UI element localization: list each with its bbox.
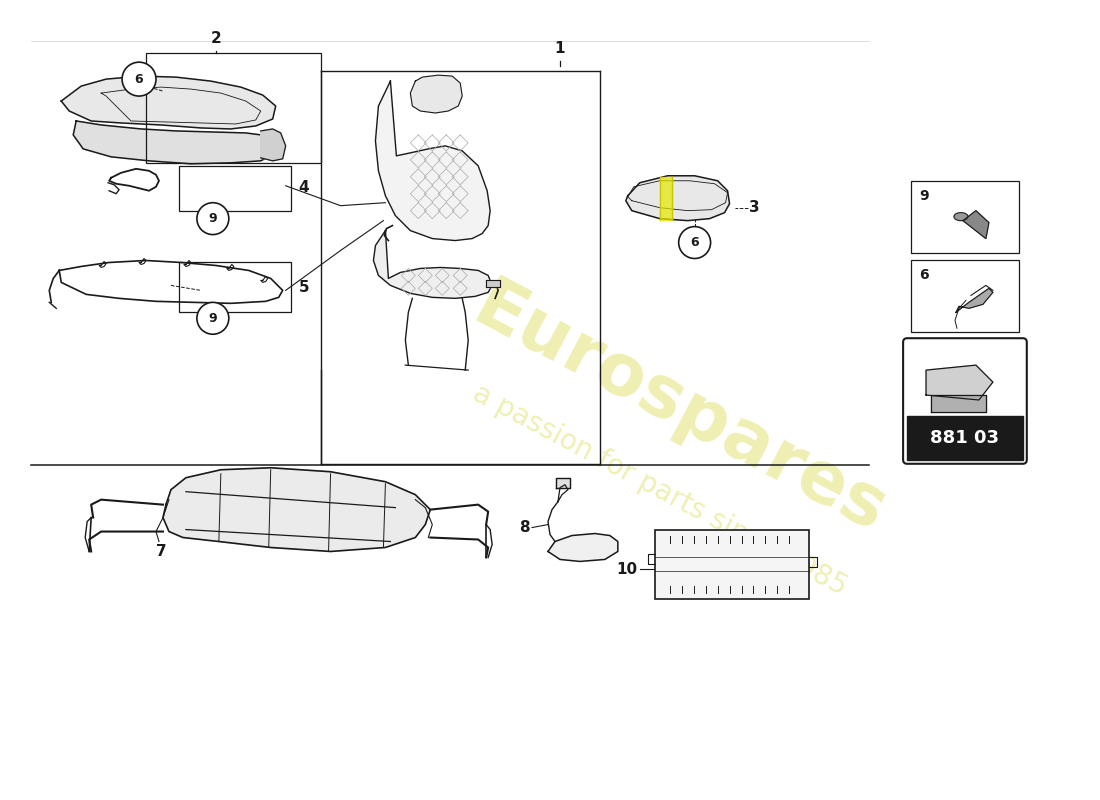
Polygon shape [660,177,672,220]
Text: 9: 9 [209,312,217,325]
Text: 6: 6 [134,73,143,86]
Bar [179,166,290,210]
Polygon shape [410,75,462,113]
Text: Eurospares: Eurospares [462,272,898,548]
Polygon shape [626,176,729,221]
Polygon shape [926,365,993,400]
Polygon shape [261,129,286,161]
Text: 5: 5 [298,280,309,295]
Polygon shape [931,395,986,412]
Bar [911,181,1019,253]
Bar [654,530,810,599]
Text: 1: 1 [554,41,565,56]
Polygon shape [74,121,276,164]
Polygon shape [962,210,989,238]
Text: 6: 6 [691,236,698,249]
Text: a passion for parts since 1985: a passion for parts since 1985 [468,379,851,601]
Text: 9: 9 [209,212,217,225]
Text: 7: 7 [156,544,166,559]
Circle shape [197,202,229,234]
Bar [179,262,290,312]
Text: 2: 2 [210,31,221,46]
Polygon shape [556,478,570,488]
Bar [146,54,320,163]
Text: 9: 9 [920,189,928,202]
Circle shape [679,226,711,258]
Text: 3: 3 [749,200,760,215]
Bar [908,416,1023,460]
Text: 6: 6 [920,269,928,282]
Polygon shape [62,76,276,129]
Polygon shape [956,288,993,312]
FancyBboxPatch shape [903,338,1026,464]
Ellipse shape [954,213,968,221]
Polygon shape [373,230,492,298]
Polygon shape [375,81,491,241]
Circle shape [197,302,229,334]
Text: 10: 10 [617,562,638,577]
Circle shape [122,62,156,96]
Text: 8: 8 [519,520,530,535]
Polygon shape [548,534,618,562]
Text: 881 03: 881 03 [931,429,1000,447]
Polygon shape [486,281,500,287]
Bar [911,261,1019,332]
Polygon shape [163,468,430,551]
Text: 4: 4 [298,180,309,195]
